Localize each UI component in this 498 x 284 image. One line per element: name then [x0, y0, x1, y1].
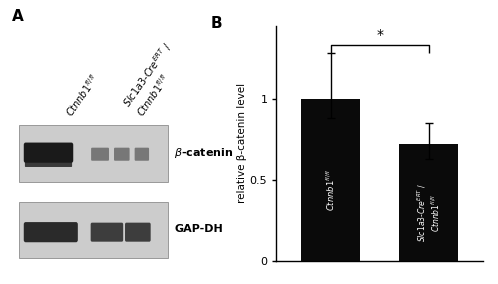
Text: B: B — [210, 16, 222, 31]
FancyBboxPatch shape — [134, 148, 149, 161]
FancyBboxPatch shape — [24, 222, 78, 242]
Y-axis label: relative β-catenin level: relative β-catenin level — [237, 83, 247, 203]
FancyBboxPatch shape — [91, 223, 123, 242]
Text: *: * — [376, 28, 383, 42]
Text: $\beta$-catenin: $\beta$-catenin — [174, 146, 234, 160]
FancyBboxPatch shape — [125, 223, 151, 242]
FancyBboxPatch shape — [25, 158, 72, 167]
Bar — [399, 144, 459, 261]
Text: $\mathit{Slc1a3}$-$\mathit{Cre}^{\mathit{ERT}}$ /
$\mathit{Ctnnb1}^{\mathit{fl/f: $\mathit{Slc1a3}$-$\mathit{Cre}^{\mathit… — [120, 40, 188, 119]
Bar — [19, 125, 168, 182]
FancyBboxPatch shape — [114, 148, 129, 161]
Text: $\mathit{Ctnnb1}^{\mathit{fl/fl}}$: $\mathit{Ctnnb1}^{\mathit{fl/fl}}$ — [62, 72, 101, 119]
Text: $\mathit{Slc1a3}$-$\mathit{Cre}^{\mathit{ERT}}$ /
$\mathit{Ctnnb1}^{\mathit{fl/f: $\mathit{Slc1a3}$-$\mathit{Cre}^{\mathit… — [415, 183, 442, 242]
Text: A: A — [12, 9, 23, 24]
Bar — [19, 202, 168, 258]
Bar — [301, 99, 360, 261]
FancyBboxPatch shape — [91, 148, 109, 161]
FancyBboxPatch shape — [24, 143, 73, 163]
Text: GAP-DH: GAP-DH — [174, 224, 223, 235]
Text: $\mathit{Ctnnb1}^{\mathit{fl/fl}}$: $\mathit{Ctnnb1}^{\mathit{fl/fl}}$ — [324, 169, 337, 211]
